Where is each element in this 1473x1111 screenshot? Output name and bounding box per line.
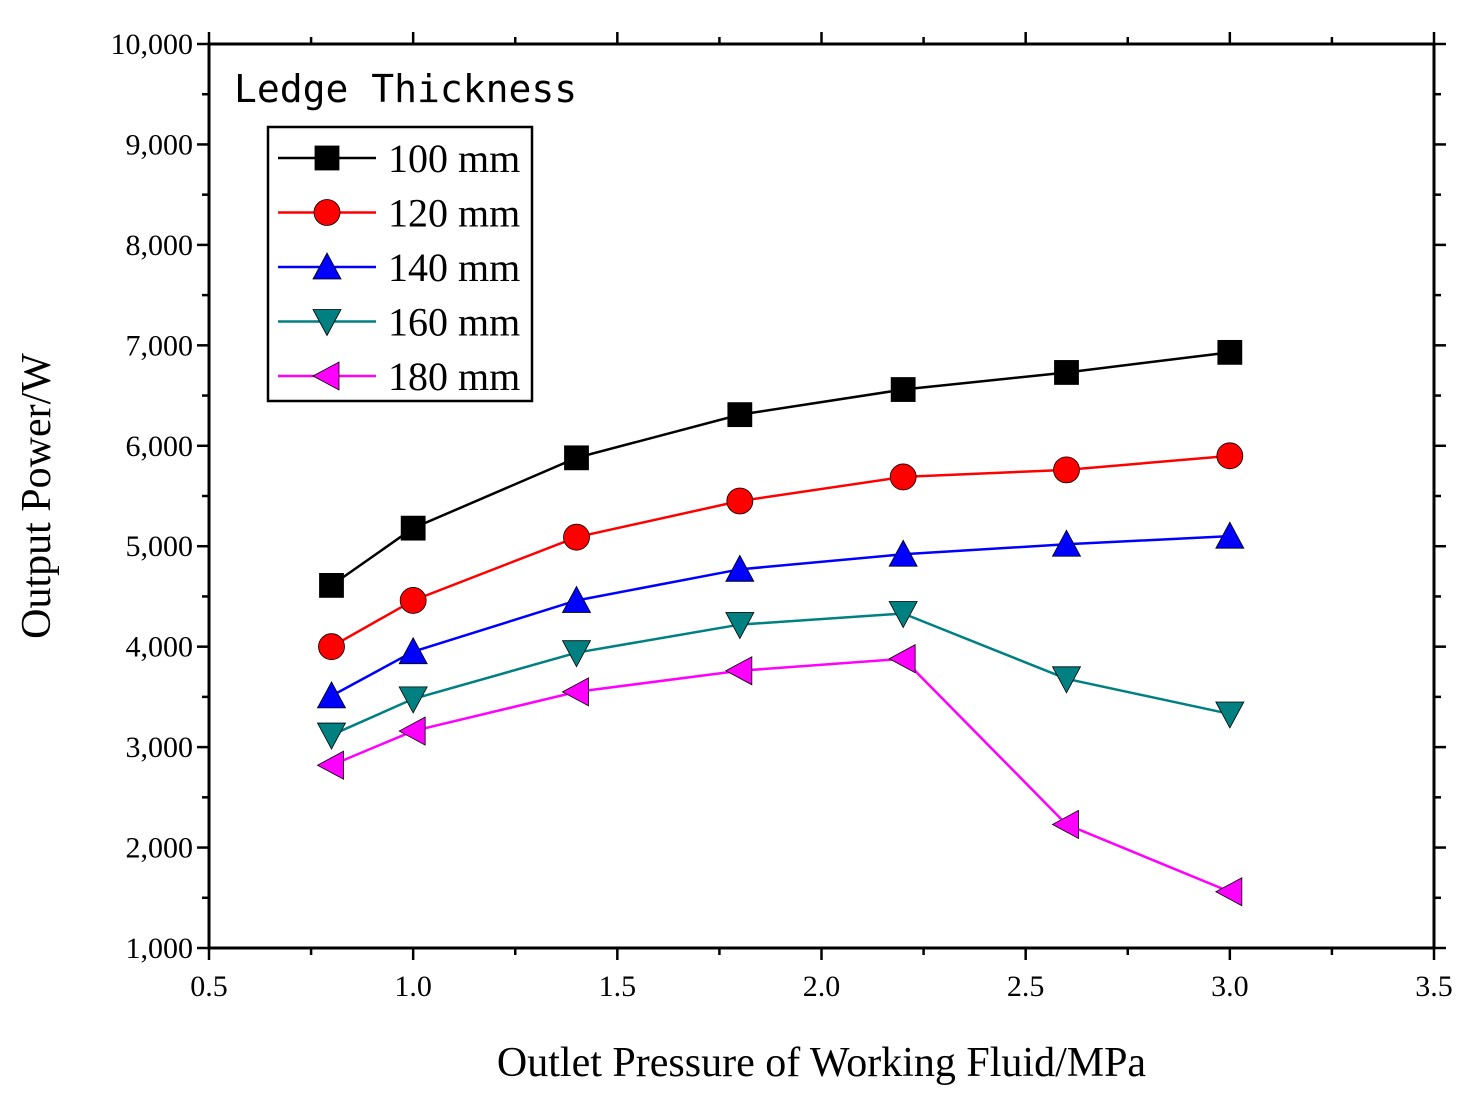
y-tick-label: 1,000 (126, 932, 194, 965)
y-tick-label: 2,000 (126, 832, 194, 865)
y-tick-label: 10,000 (111, 28, 194, 61)
series-line (330, 534, 1230, 697)
data-point (1051, 809, 1079, 840)
data-point (889, 463, 917, 491)
series-160-mm (316, 601, 1245, 750)
data-point (400, 515, 426, 541)
data-point (319, 572, 344, 598)
data-point (1051, 529, 1082, 557)
x-tick-label: 1.0 (394, 970, 432, 1003)
series-line (330, 454, 1230, 648)
legend-swatch-marker (313, 199, 341, 226)
legend-title: Ledge Thickness (234, 67, 577, 111)
legend-label: 140 mm (388, 245, 520, 290)
legend-item: 180 mm (278, 354, 520, 399)
data-point (890, 377, 916, 402)
y-tick-label: 9,000 (126, 128, 194, 161)
y-tick-label: 6,000 (126, 430, 194, 463)
x-tick-label: 2.0 (803, 970, 841, 1003)
data-point (561, 677, 589, 707)
data-point (1215, 521, 1245, 549)
x-tick-label: 1.5 (599, 970, 637, 1003)
data-point (1053, 456, 1080, 484)
legend-label: 120 mm (388, 191, 520, 236)
x-tick-label: 2.5 (1007, 970, 1045, 1003)
data-point (316, 722, 347, 750)
data-point (724, 656, 753, 686)
data-point (725, 554, 755, 582)
legend-item: 140 mm (278, 245, 520, 290)
x-tick-label: 3.0 (1211, 970, 1249, 1003)
y-tick-label: 7,000 (126, 329, 194, 362)
data-point (727, 402, 753, 428)
data-point (1214, 877, 1243, 907)
axes: 0.5 1.0 1.5 2.0 2.5 3.0 3.5 1,000 2,000 3,000 4,00… (111, 28, 1453, 1003)
legend-item: 160 mm (278, 300, 520, 345)
data-point (1216, 442, 1244, 470)
data-point (398, 636, 428, 665)
data-point (398, 716, 426, 746)
legend-swatch-marker (314, 145, 340, 171)
legend-swatch-marker (312, 309, 342, 337)
y-tick-label: 5,000 (126, 530, 194, 563)
series-100-mm (319, 339, 1243, 598)
data-point (316, 681, 347, 709)
data-point (398, 686, 428, 714)
x-axis-title: Outlet Pressure of Working Fluid/MPa (497, 1040, 1147, 1086)
data-point (563, 523, 590, 551)
data-point (888, 539, 918, 567)
data-point (725, 612, 755, 640)
legend-item: 100 mm (278, 136, 520, 181)
series-line (331, 657, 1231, 893)
legend-swatch-marker (312, 361, 340, 391)
data-point (726, 487, 754, 515)
data-point (888, 601, 918, 629)
legend-label: 100 mm (388, 136, 520, 181)
series-180-mm (316, 644, 1243, 907)
data-point (561, 585, 592, 613)
data-point (1051, 666, 1082, 694)
x-tick-label: 0.5 (190, 970, 228, 1003)
data-point (564, 445, 589, 471)
data-point (1215, 701, 1245, 729)
data-point (318, 633, 345, 661)
y-tick-label: 3,000 (126, 731, 194, 764)
plot-series (316, 339, 1245, 907)
legend-label: 180 mm (388, 354, 520, 399)
legend-item: 120 mm (278, 191, 520, 236)
data-point (1054, 360, 1079, 385)
data-point (316, 750, 344, 780)
legend-box (266, 125, 534, 403)
legend: Ledge Thickness 100 mm 120 mm 140 mm 160 mm 1… (234, 67, 577, 403)
x-tick-label: 3.5 (1415, 970, 1453, 1003)
series-140-mm (316, 521, 1245, 709)
series-120-mm (318, 442, 1244, 661)
y-axis-title: Output Power/W (14, 353, 60, 639)
data-point (1217, 339, 1243, 365)
data-point (399, 587, 427, 614)
legend-label: 160 mm (388, 300, 520, 345)
series-line (330, 612, 1231, 737)
data-point (561, 640, 592, 668)
y-tick-label: 8,000 (126, 229, 194, 262)
data-point (888, 644, 916, 674)
legend-swatch-marker (312, 252, 342, 280)
y-tick-label: 4,000 (126, 631, 194, 664)
